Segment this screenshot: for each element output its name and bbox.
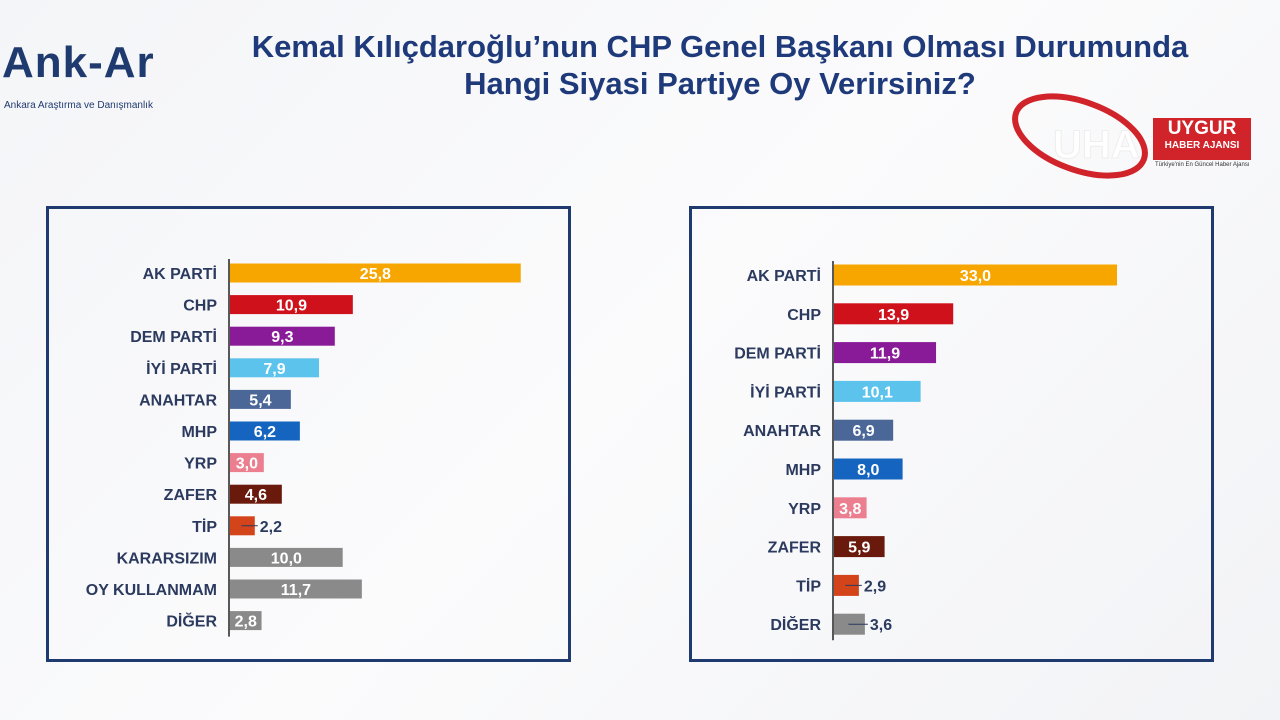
page-title: Kemal Kılıçdaroğlu’nun CHP Genel Başkanı… (170, 28, 1270, 102)
data-label: 9,3 (271, 329, 293, 346)
bar (230, 358, 320, 378)
category-label: MHP (181, 424, 217, 441)
data-label: 2,8 (235, 614, 257, 631)
data-label: 6,2 (254, 424, 276, 441)
logo-brand: Ank-Ar (2, 38, 155, 87)
data-label: 33,0 (960, 268, 991, 285)
data-label: 3,0 (236, 456, 258, 473)
category-label: İYİ PARTİ (750, 383, 821, 401)
category-label: ZAFER (768, 540, 822, 557)
bar (834, 497, 867, 519)
bar (230, 421, 300, 441)
category-label: MHP (785, 462, 821, 479)
logo-name2: HABER AJANSI (1164, 140, 1240, 151)
bar (230, 263, 521, 283)
data-label: 5,4 (249, 392, 271, 409)
logo-name-box: UYGUR HABER AJANSI (1153, 118, 1251, 160)
category-label: DİĞER (770, 615, 821, 634)
data-label: 6,9 (852, 423, 874, 440)
bar (230, 295, 353, 315)
bar (834, 342, 937, 364)
uha-logo: UHA UYGUR HABER AJANSI Türkiye'nin En Gü… (1005, 88, 1255, 183)
data-label: 25,8 (360, 266, 391, 283)
bar (230, 547, 343, 567)
data-label: 11,9 (870, 346, 900, 363)
bar (834, 419, 894, 441)
category-label: DEM PARTİ (734, 345, 821, 363)
category-label: TİP (192, 518, 217, 536)
category-label: ANAHTAR (139, 392, 217, 409)
data-label: 3,6 (870, 617, 892, 634)
bar (230, 326, 335, 346)
category-label: YRP (788, 501, 821, 518)
bar (230, 611, 262, 631)
data-label: 3,8 (839, 501, 861, 518)
data-label: 4,6 (245, 487, 267, 504)
logo-tagline: Türkiye'nin En Güncel Haber Ajansı (1155, 162, 1250, 168)
category-label: TİP (796, 577, 821, 595)
category-label: AK PARTİ (143, 265, 217, 283)
bar (834, 458, 903, 480)
chart-panel-left: AK PARTİ 25,8 CHP 10,9 DEM PARTİ 9,3 İYİ PARTİ… (46, 206, 571, 662)
category-label: CHP (787, 307, 821, 324)
ankar-logo: Ank-Ar Ankara Araştırma ve Danışmanlık (0, 38, 180, 118)
data-label: 8,0 (857, 462, 879, 479)
category-label: DİĞER (166, 612, 217, 631)
bar (230, 453, 264, 473)
data-label: 7,9 (263, 361, 285, 378)
bar (834, 264, 1117, 286)
bar (230, 484, 282, 504)
data-label: 2,2 (260, 519, 282, 536)
category-label: DEM PARTİ (130, 328, 217, 346)
category-label: ZAFER (164, 487, 218, 504)
bar (230, 579, 362, 599)
bar (834, 303, 954, 325)
category-label: KARARSIZIM (117, 550, 217, 567)
title-line-1: Kemal Kılıçdaroğlu’nun CHP Genel Başkanı… (251, 29, 1189, 64)
category-label: YRP (184, 456, 217, 473)
chart-panel-right: AK PARTİ 33,0 CHP 13,9 DEM PARTİ 11,9 İYİ PART… (689, 206, 1214, 662)
data-label: 11,7 (281, 582, 311, 599)
data-label: 5,9 (848, 540, 870, 557)
data-label: 10,0 (271, 550, 302, 567)
uha-swoosh-icon: UHA (1012, 93, 1148, 179)
category-label: İYİ PARTİ (146, 360, 217, 378)
bar (230, 389, 291, 409)
category-label: ANAHTAR (743, 423, 821, 440)
logo-subtitle: Ankara Araştırma ve Danışmanlık (4, 100, 153, 111)
bar-chart-left: AK PARTİ 25,8 CHP 10,9 DEM PARTİ 9,3 İYİ PARTİ… (86, 259, 521, 637)
logo-mark: UHA (1053, 123, 1140, 167)
data-label: 2,9 (864, 578, 886, 595)
data-label: 10,9 (276, 298, 307, 315)
data-label: 10,1 (862, 384, 893, 401)
category-label: AK PARTİ (747, 267, 821, 285)
bar (834, 380, 921, 402)
data-label: 13,9 (878, 307, 909, 324)
title-line-2: Hangi Siyasi Partiye Oy Verirsiniz? (464, 66, 976, 101)
category-label: OY KULLANMAM (86, 582, 217, 599)
logo-name1: UYGUR (1167, 118, 1237, 139)
category-label: CHP (183, 298, 217, 315)
bar (834, 536, 885, 558)
bar-chart-right: AK PARTİ 33,0 CHP 13,9 DEM PARTİ 11,9 İYİ PART… (734, 261, 1117, 641)
